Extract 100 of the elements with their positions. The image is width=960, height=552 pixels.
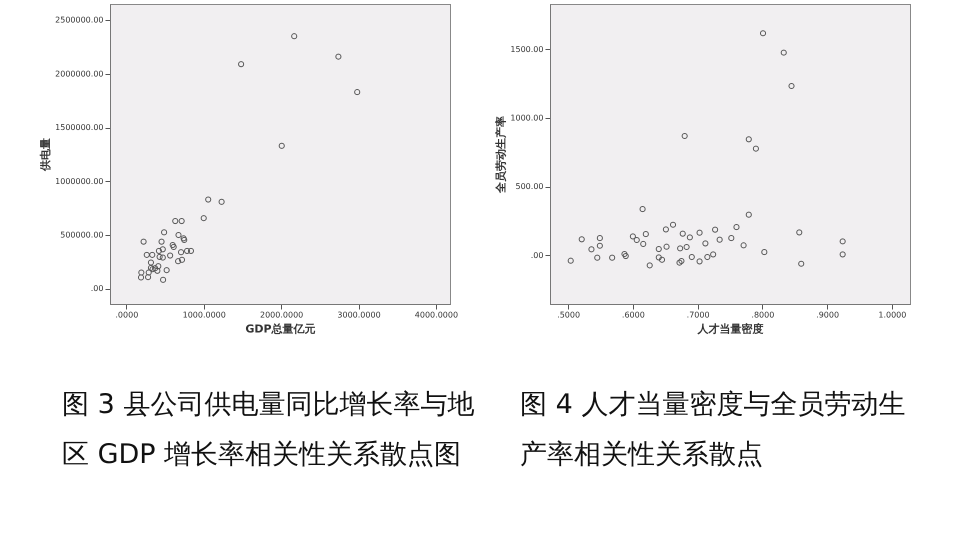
point — [138, 274, 144, 281]
point — [160, 276, 166, 283]
point — [200, 215, 207, 222]
point — [646, 262, 653, 268]
point — [684, 244, 690, 250]
x-tick-label: 2000.0000 — [260, 310, 304, 320]
point — [596, 242, 603, 249]
point — [686, 234, 693, 240]
point — [728, 235, 734, 242]
y-axis-title: 全员劳动生产率 — [494, 116, 508, 194]
point — [158, 238, 165, 245]
point — [630, 233, 636, 240]
point — [291, 33, 298, 40]
point — [740, 242, 747, 248]
point — [205, 196, 212, 203]
y-tick-label: 1500000.00 — [55, 123, 104, 132]
point — [840, 251, 846, 258]
point — [760, 30, 766, 36]
point — [621, 250, 628, 258]
point — [798, 260, 804, 267]
point — [696, 258, 703, 264]
point — [796, 229, 802, 236]
point — [670, 222, 676, 228]
x-tick-label: .6000 — [622, 310, 645, 320]
point — [154, 268, 160, 274]
point — [588, 246, 594, 252]
point — [662, 226, 669, 232]
point — [178, 256, 186, 263]
point — [140, 238, 147, 245]
point — [161, 229, 168, 236]
point — [658, 256, 666, 263]
point — [594, 254, 600, 261]
point — [634, 236, 640, 244]
point — [596, 235, 603, 242]
text: 图 4 人才当量密度与全员劳动生产率相关性关系散点 — [520, 388, 906, 472]
point — [688, 254, 695, 260]
point — [145, 274, 152, 280]
point — [156, 254, 163, 260]
point — [175, 232, 182, 238]
point — [663, 244, 670, 250]
point — [761, 249, 768, 256]
point — [568, 258, 574, 264]
point — [640, 240, 646, 248]
point — [170, 244, 177, 250]
point — [188, 248, 194, 254]
point — [149, 252, 156, 258]
point — [733, 224, 740, 230]
point — [335, 54, 342, 60]
point — [622, 253, 629, 260]
point — [146, 269, 152, 276]
point — [278, 142, 285, 149]
y-tick-label: 1000000.00 — [55, 176, 104, 186]
point — [752, 146, 759, 152]
point — [578, 236, 585, 242]
point — [716, 236, 723, 243]
point — [156, 248, 162, 254]
point — [178, 249, 184, 256]
point — [178, 218, 185, 224]
x-tick-label: .5000 — [557, 310, 580, 320]
point — [704, 254, 710, 260]
point — [180, 235, 187, 242]
y-tick-label: 500.00 — [516, 182, 544, 192]
x-tick-label: 3000.0000 — [337, 310, 381, 320]
point — [160, 254, 166, 261]
x-tick-label: 4000.0000 — [414, 310, 458, 320]
y-tick-label: .00 — [90, 284, 104, 294]
point — [167, 252, 174, 259]
y-tick-label: 2000000.00 — [55, 69, 104, 78]
x-tick-label: .0000 — [115, 310, 138, 320]
point — [682, 132, 688, 140]
x-tick-label: 1000.0000 — [182, 310, 226, 320]
point — [702, 240, 708, 246]
x-axis-title: GDP总量亿元 — [245, 322, 316, 336]
point — [677, 245, 684, 252]
y-tick-label: 500000.00 — [60, 230, 104, 240]
point — [696, 230, 703, 236]
point — [746, 136, 752, 142]
point — [656, 246, 662, 252]
point — [181, 236, 188, 244]
point — [676, 260, 683, 266]
point — [160, 246, 166, 252]
point — [152, 265, 158, 272]
text: 图 3 县公司供电量同比增长率与地区 GDP 增长率相关性关系散点图 — [62, 388, 476, 472]
x-tick-label: .8000 — [751, 310, 774, 320]
point — [788, 82, 795, 90]
point — [155, 263, 162, 270]
point — [656, 254, 662, 260]
x-tick-label: .7000 — [686, 310, 710, 320]
point — [746, 212, 752, 218]
point — [138, 269, 144, 276]
point — [712, 226, 718, 233]
point — [175, 258, 182, 264]
point — [172, 218, 178, 224]
x-axis-title: 人才当量密度 — [696, 322, 764, 336]
x-tick-label: .9000 — [816, 310, 840, 320]
point — [678, 258, 684, 264]
point — [609, 254, 616, 261]
y-tick-label: 1500.00 — [510, 44, 544, 54]
y-tick-label: 1000.00 — [510, 114, 544, 123]
point — [170, 242, 176, 248]
